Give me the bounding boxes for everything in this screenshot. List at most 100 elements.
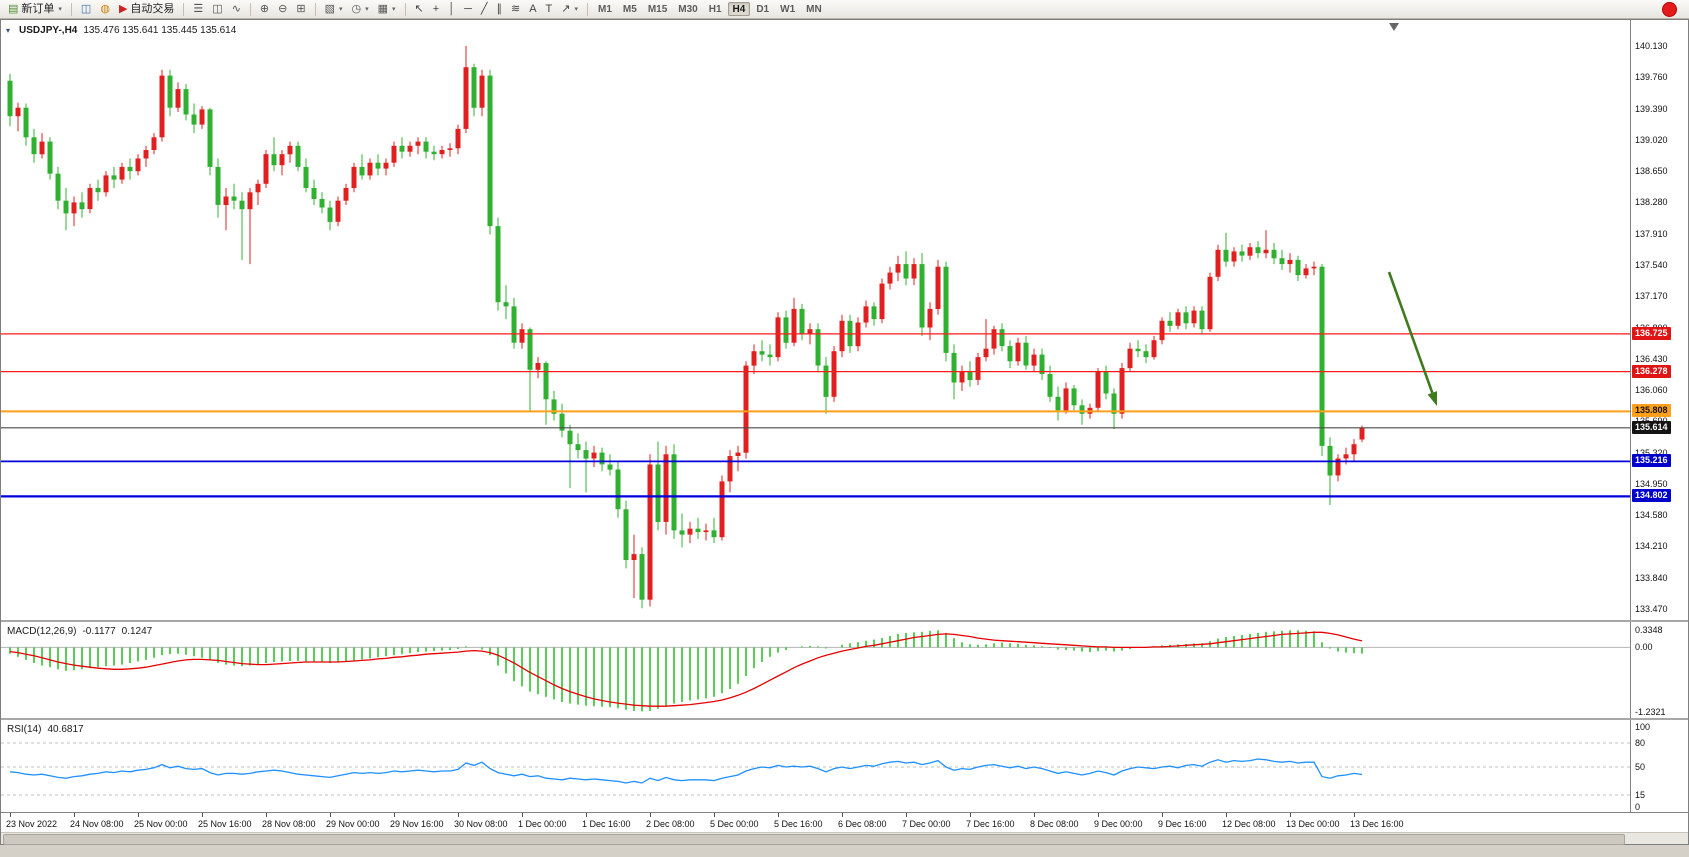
candlestick-chart-icon: ◫ bbox=[212, 2, 223, 15]
zoom-out-button[interactable]: ⊖ bbox=[274, 1, 291, 17]
new-chart-button[interactable]: ▧ ▾ bbox=[321, 1, 347, 17]
macd-panel[interactable] bbox=[1, 622, 1631, 718]
candle-body bbox=[119, 166, 125, 180]
candle-body bbox=[511, 306, 517, 343]
candle-body bbox=[111, 175, 117, 180]
price-axis-label: 137.910 bbox=[1635, 229, 1668, 239]
timeframe-m1-button[interactable]: M1 bbox=[593, 2, 617, 16]
auto-trading-button[interactable]: ▶ 自动交易 bbox=[115, 1, 178, 17]
timeframe-h4-button[interactable]: H4 bbox=[727, 2, 751, 16]
candle-body bbox=[439, 150, 445, 155]
chart-title: ▾ USDJPY-,H4 135.476 135.641 135.445 135… bbox=[6, 25, 236, 36]
signals-button[interactable]: ◍ bbox=[96, 1, 114, 17]
tile-windows-button[interactable]: ⊞ bbox=[292, 1, 309, 17]
horizontal-line-button[interactable]: ─ bbox=[460, 1, 476, 17]
time-axis-label: 7 Dec 00:00 bbox=[902, 819, 951, 829]
caret-down-icon: ▾ bbox=[365, 5, 369, 13]
new-order-button[interactable]: ▤ 新订单 ▾ bbox=[4, 1, 66, 17]
candle-body bbox=[1143, 351, 1149, 358]
candle-body bbox=[791, 308, 797, 343]
candle-body bbox=[1167, 320, 1173, 326]
price-chart[interactable] bbox=[1, 20, 1631, 620]
one-click-trading-toggle-icon[interactable]: ▾ bbox=[6, 26, 11, 35]
candle-body bbox=[279, 154, 285, 166]
timeframe-w1-button[interactable]: W1 bbox=[775, 2, 800, 16]
time-axis-tick bbox=[10, 813, 11, 817]
horizontal-scrollbar[interactable] bbox=[1, 832, 1688, 845]
time-axis-label: 8 Dec 08:00 bbox=[1030, 819, 1079, 829]
panel-splitter[interactable] bbox=[1, 620, 1688, 622]
candle-body bbox=[751, 351, 757, 366]
timeframe-mn-button[interactable]: MN bbox=[801, 2, 827, 16]
time-axis-label: 2 Dec 08:00 bbox=[646, 819, 695, 829]
candle-body bbox=[1055, 396, 1061, 411]
candle-body bbox=[239, 200, 245, 210]
candle-body bbox=[391, 145, 397, 163]
candlestick-chart-button[interactable]: ◫ bbox=[208, 1, 226, 17]
timeframe-h1-button[interactable]: H1 bbox=[704, 2, 727, 16]
chart-window-button[interactable]: ◫ bbox=[77, 1, 95, 17]
candle-body bbox=[951, 352, 957, 383]
time-axis-tick bbox=[138, 813, 139, 817]
text-button[interactable]: A bbox=[525, 1, 540, 17]
price-axis-label: 133.470 bbox=[1635, 604, 1668, 614]
arrows-button[interactable]: ↗ ▾ bbox=[557, 1, 582, 17]
candle-body bbox=[1079, 405, 1085, 414]
price-axis[interactable]: 140.130 139.760 139.390 139.020 138.650 138.2… bbox=[1630, 20, 1688, 812]
candle-body bbox=[975, 357, 981, 380]
toolbar-separator bbox=[314, 2, 316, 16]
rsi-axis-label: 0 bbox=[1635, 802, 1641, 812]
price-axis-label: 136.430 bbox=[1635, 354, 1668, 364]
candle-body bbox=[367, 162, 373, 176]
timeframe-m15-button[interactable]: M15 bbox=[643, 2, 672, 16]
time-axis-label: 6 Dec 08:00 bbox=[838, 819, 887, 829]
vertical-line-button[interactable]: │ bbox=[444, 1, 459, 17]
candle-body bbox=[1335, 458, 1341, 476]
text-label-button[interactable]: T bbox=[542, 1, 557, 17]
candle-body bbox=[103, 175, 109, 193]
candle-body bbox=[1007, 346, 1013, 362]
trendline-button[interactable]: ╱ bbox=[477, 1, 492, 17]
rsi-axis-label: 15 bbox=[1635, 790, 1646, 800]
candle-body bbox=[503, 302, 509, 307]
timeframe-d1-button[interactable]: D1 bbox=[751, 2, 774, 16]
candle-body bbox=[599, 452, 605, 465]
timeframe-m30-button[interactable]: M30 bbox=[673, 2, 702, 16]
time-axis[interactable]: 23 Nov 2022 24 Nov 08:00 25 Nov 00:00 25 No… bbox=[1, 812, 1688, 832]
candle-body bbox=[423, 141, 429, 152]
price-axis-label: 135.320 bbox=[1635, 448, 1668, 458]
crosshair-button[interactable]: + bbox=[429, 1, 443, 17]
time-axis-tick bbox=[74, 813, 75, 817]
equidistant-channel-button[interactable]: ∥ bbox=[492, 1, 506, 17]
profiles-button[interactable]: ◷ ▾ bbox=[347, 1, 372, 17]
price-axis-label: 140.130 bbox=[1635, 41, 1668, 51]
rsi-value: 40.6817 bbox=[47, 724, 84, 735]
rsi-panel[interactable] bbox=[1, 720, 1631, 812]
auto-trading-label: 自动交易 bbox=[130, 2, 175, 15]
notification-badge[interactable] bbox=[1662, 1, 1677, 17]
fibonacci-button[interactable]: ≋ bbox=[507, 1, 524, 17]
zoom-in-button[interactable]: ⊕ bbox=[256, 1, 273, 17]
macd-axis-label: -1.2321 bbox=[1635, 707, 1666, 717]
price-axis-label: 134.580 bbox=[1635, 510, 1668, 520]
candle-body bbox=[183, 89, 189, 115]
trend-arrow-annotation[interactable] bbox=[1387, 271, 1434, 394]
panel-splitter[interactable] bbox=[1, 718, 1688, 720]
candle-body bbox=[87, 188, 93, 210]
fibonacci-icon: ≋ bbox=[510, 2, 521, 15]
templates-button[interactable]: ▦ ▾ bbox=[374, 1, 400, 17]
timeframe-m5-button[interactable]: M5 bbox=[618, 2, 642, 16]
bar-chart-button[interactable]: ☰ bbox=[189, 1, 207, 17]
line-chart-button[interactable]: ∿ bbox=[228, 1, 245, 17]
candle-body bbox=[1263, 249, 1269, 254]
candle-body bbox=[871, 306, 877, 320]
candle-body bbox=[703, 530, 709, 533]
candle-body bbox=[399, 145, 405, 152]
time-axis-label: 28 Nov 08:00 bbox=[262, 819, 316, 829]
cursor-button[interactable]: ↖ bbox=[411, 1, 428, 17]
scrollbar-thumb[interactable] bbox=[3, 834, 1625, 845]
price-axis-label: 139.020 bbox=[1635, 135, 1668, 145]
candle-body bbox=[1207, 276, 1213, 330]
time-axis-label: 29 Nov 16:00 bbox=[390, 819, 444, 829]
time-axis-label: 29 Nov 00:00 bbox=[326, 819, 380, 829]
